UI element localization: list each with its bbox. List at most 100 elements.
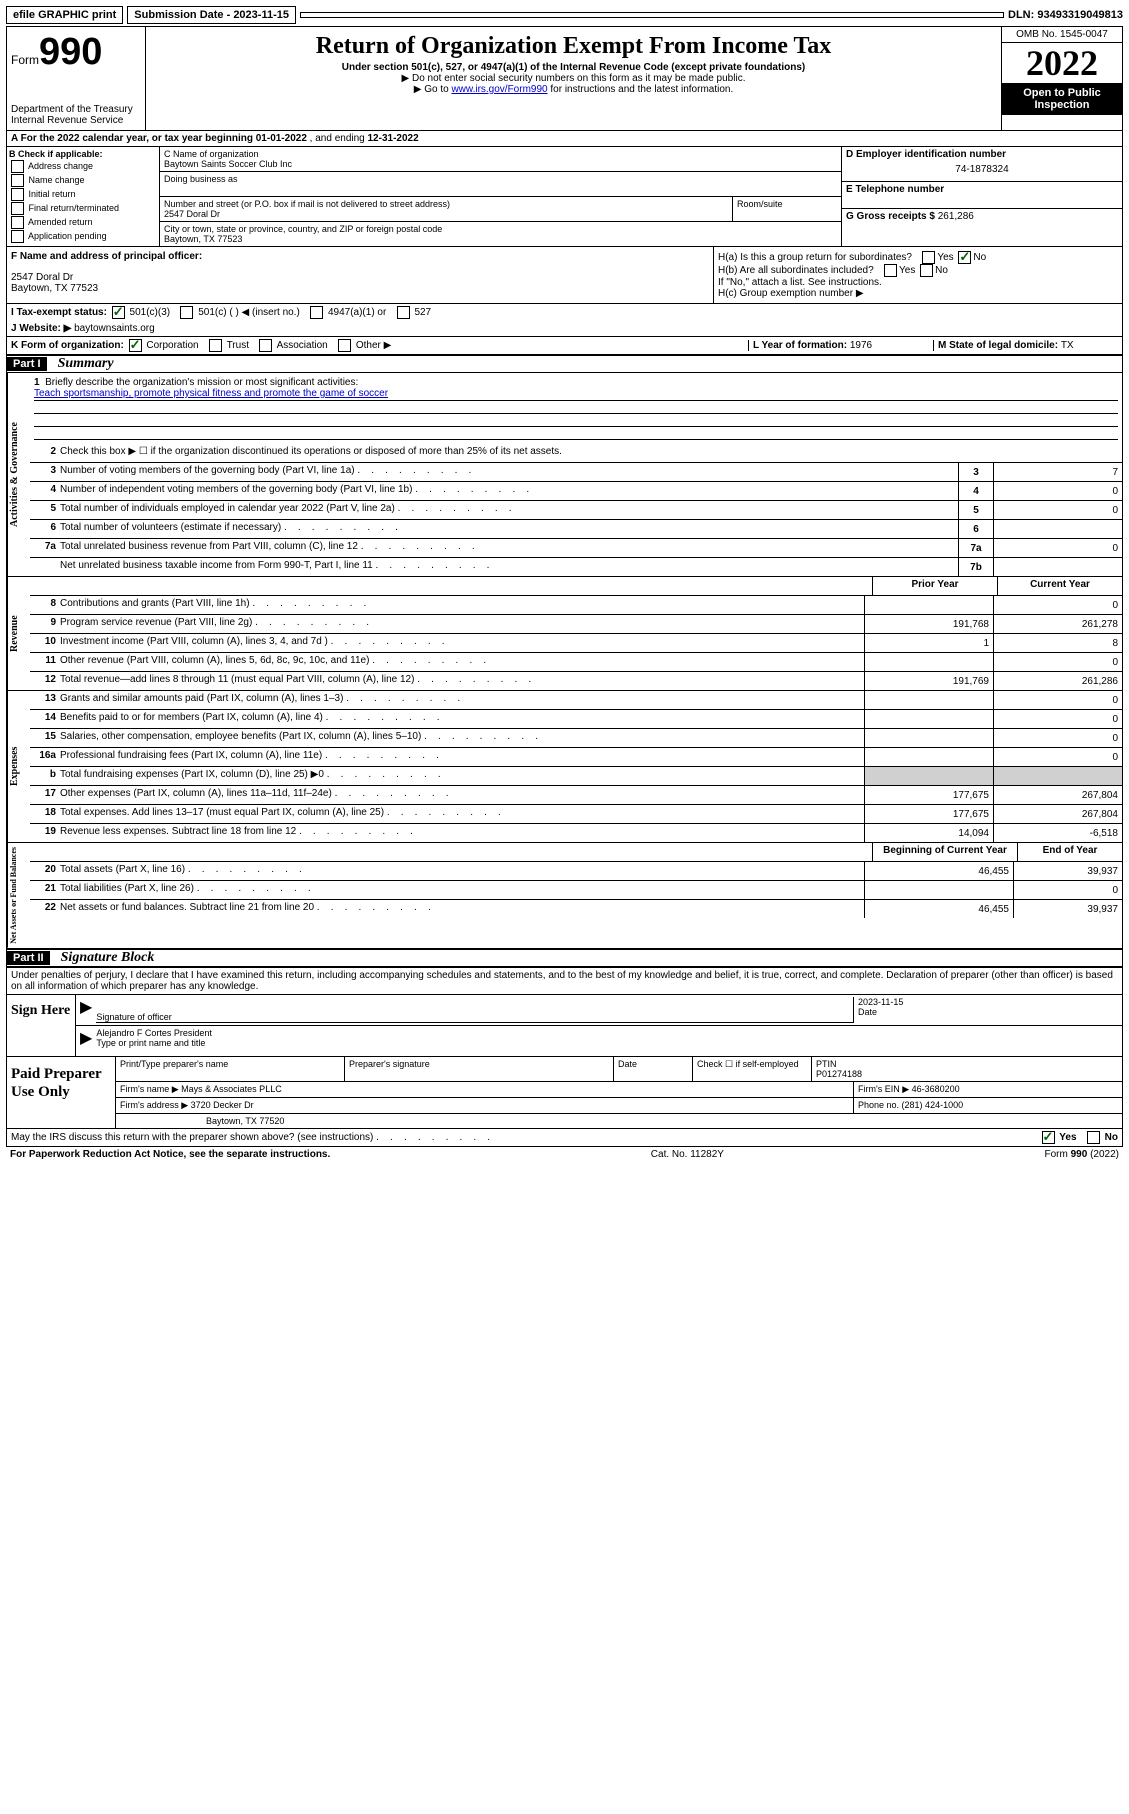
fgh-block: F Name and address of principal officer:… bbox=[7, 247, 1122, 304]
part-2-header: Part II Signature Block bbox=[7, 949, 1122, 967]
checkbox-icon[interactable] bbox=[11, 160, 24, 173]
checkbox-icon[interactable] bbox=[310, 306, 323, 319]
form-header: Form990 Department of the Treasury Inter… bbox=[7, 27, 1122, 131]
checkbox-icon[interactable] bbox=[1087, 1131, 1100, 1144]
sign-date-label: Date bbox=[858, 1007, 1118, 1017]
checkbox-icon[interactable] bbox=[922, 251, 935, 264]
line2-text: Check this box ▶ ☐ if the organization d… bbox=[58, 444, 1122, 462]
checkbox-icon[interactable] bbox=[11, 202, 24, 215]
mission-blank-2 bbox=[34, 414, 1118, 427]
current-year-header: Current Year bbox=[997, 577, 1122, 595]
i-opt-2: 4947(a)(1) or bbox=[328, 307, 386, 318]
chk-address-change[interactable]: Address change bbox=[9, 160, 157, 173]
hc-label: H(c) Group exemption number ▶ bbox=[718, 288, 1118, 299]
phone-label: E Telephone number bbox=[846, 184, 944, 195]
summary-row: 19Revenue less expenses. Subtract line 1… bbox=[30, 824, 1122, 842]
officer-name: Alejandro F Cortes President bbox=[96, 1028, 1118, 1038]
checkbox-icon[interactable] bbox=[180, 306, 193, 319]
irs-label: Internal Revenue Service bbox=[11, 115, 141, 126]
gross-label: G Gross receipts $ bbox=[846, 211, 938, 222]
k-opt-1: Trust bbox=[227, 340, 249, 351]
chk-initial-return[interactable]: Initial return bbox=[9, 188, 157, 201]
checkbox-icon[interactable] bbox=[112, 306, 125, 319]
checkbox-icon[interactable] bbox=[259, 339, 272, 352]
chk-final-return[interactable]: Final return/terminated bbox=[9, 202, 157, 215]
i-opt-3: 527 bbox=[414, 307, 431, 318]
prep-row-4: Baytown, TX 77520 bbox=[116, 1114, 1122, 1128]
opt-1: Name change bbox=[29, 175, 85, 185]
summary-row: 14Benefits paid to or for members (Part … bbox=[30, 710, 1122, 729]
line-2: 2 Check this box ▶ ☐ if the organization… bbox=[30, 444, 1122, 463]
preparer-block: Paid Preparer Use Only Print/Type prepar… bbox=[7, 1057, 1122, 1129]
ptin-value: P01274188 bbox=[816, 1069, 1118, 1079]
section-h: H(a) Is this a group return for subordin… bbox=[713, 247, 1122, 303]
checkbox-icon[interactable] bbox=[129, 339, 142, 352]
checkbox-icon[interactable] bbox=[11, 174, 24, 187]
checkbox-icon[interactable] bbox=[958, 251, 971, 264]
addr-row: Number and street (or P.O. box if mail i… bbox=[160, 197, 841, 222]
summary-row: bTotal fundraising expenses (Part IX, co… bbox=[30, 767, 1122, 786]
dln-text: DLN: 93493319049813 bbox=[1008, 9, 1123, 21]
governance-body: 1 Briefly describe the organization's mi… bbox=[30, 373, 1122, 576]
balances-side-label: Net Assets or Fund Balances bbox=[7, 843, 30, 948]
m-label: M State of legal domicile: bbox=[938, 340, 1061, 351]
checkbox-icon[interactable] bbox=[397, 306, 410, 319]
chk-amended[interactable]: Amended return bbox=[9, 216, 157, 229]
sign-body: ▶ Signature of officer 2023-11-15 Date ▶… bbox=[75, 995, 1122, 1056]
section-g: G Gross receipts $ 261,286 bbox=[842, 209, 1122, 224]
l-value: 1976 bbox=[850, 340, 872, 351]
city-value: Baytown, TX 77523 bbox=[164, 234, 837, 244]
form-prefix: Form bbox=[11, 53, 39, 67]
ha-row: H(a) Is this a group return for subordin… bbox=[718, 251, 1118, 264]
prep-row-1: Print/Type preparer's name Preparer's si… bbox=[116, 1057, 1122, 1082]
summary-row: 10Investment income (Part VIII, column (… bbox=[30, 634, 1122, 653]
arrow-icon: ▶ bbox=[80, 997, 92, 1023]
entity-block: B Check if applicable: Address change Na… bbox=[7, 147, 1122, 247]
i-opt-1: 501(c) ( ) ◀ (insert no.) bbox=[198, 307, 300, 318]
tax-year: 2022 bbox=[1002, 43, 1122, 83]
summary-row: 8Contributions and grants (Part VIII, li… bbox=[30, 596, 1122, 615]
checkbox-icon[interactable] bbox=[1042, 1131, 1055, 1144]
chk-name-change[interactable]: Name change bbox=[9, 174, 157, 187]
dept-label: Department of the Treasury bbox=[11, 104, 141, 115]
submission-date-box: Submission Date - 2023-11-15 bbox=[127, 6, 296, 24]
mission-label: Briefly describe the organization's miss… bbox=[45, 377, 358, 388]
footer-left: For Paperwork Reduction Act Notice, see … bbox=[10, 1149, 330, 1160]
part2-badge: Part II bbox=[7, 951, 50, 965]
part1-title: Summary bbox=[58, 356, 114, 371]
room-label: Room/suite bbox=[737, 199, 837, 209]
open-public-badge: Open to Public Inspection bbox=[1002, 83, 1122, 115]
section-f: F Name and address of principal officer:… bbox=[7, 247, 713, 303]
efile-box[interactable]: efile GRAPHIC print bbox=[6, 6, 123, 24]
checkbox-icon[interactable] bbox=[920, 264, 933, 277]
prep-row-3: Firm's address ▶ 3720 Decker Dr Phone no… bbox=[116, 1098, 1122, 1114]
org-name-box: C Name of organization Baytown Saints So… bbox=[160, 147, 841, 172]
begin-year-header: Beginning of Current Year bbox=[872, 843, 1017, 861]
ein-label: D Employer identification number bbox=[846, 149, 1006, 160]
room-box: Room/suite bbox=[733, 197, 841, 222]
summary-row: 7aTotal unrelated business revenue from … bbox=[30, 539, 1122, 558]
ha-label: H(a) Is this a group return for subordin… bbox=[718, 252, 912, 263]
checkbox-icon[interactable] bbox=[338, 339, 351, 352]
footer: For Paperwork Reduction Act Notice, see … bbox=[6, 1147, 1123, 1162]
checkbox-icon[interactable] bbox=[11, 230, 24, 243]
governance-section: Activities & Governance 1 Briefly descri… bbox=[7, 373, 1122, 577]
phone-no-label: Phone no. bbox=[858, 1100, 902, 1110]
hb-label: H(b) Are all subordinates included? bbox=[718, 265, 874, 276]
checkbox-icon[interactable] bbox=[209, 339, 222, 352]
prep-date-label: Date bbox=[614, 1057, 693, 1081]
chk-application-pending[interactable]: Application pending bbox=[9, 230, 157, 243]
preparer-label: Paid Preparer Use Only bbox=[7, 1057, 115, 1128]
section-j: J Website: ▶ baytownsaints.org bbox=[11, 323, 1118, 334]
top-bar: efile GRAPHIC print Submission Date - 20… bbox=[6, 6, 1123, 24]
sig-officer-label: Signature of officer bbox=[96, 997, 853, 1023]
org-name: Baytown Saints Soccer Club Inc bbox=[164, 159, 837, 169]
summary-row: 5Total number of individuals employed in… bbox=[30, 501, 1122, 520]
summary-row: Net unrelated business taxable income fr… bbox=[30, 558, 1122, 576]
irs-link[interactable]: www.irs.gov/Form990 bbox=[451, 84, 547, 95]
summary-row: 13Grants and similar amounts paid (Part … bbox=[30, 691, 1122, 710]
balances-body: Beginning of Current Year End of Year 20… bbox=[30, 843, 1122, 948]
checkbox-icon[interactable] bbox=[11, 188, 24, 201]
checkbox-icon[interactable] bbox=[11, 216, 24, 229]
checkbox-icon[interactable] bbox=[884, 264, 897, 277]
